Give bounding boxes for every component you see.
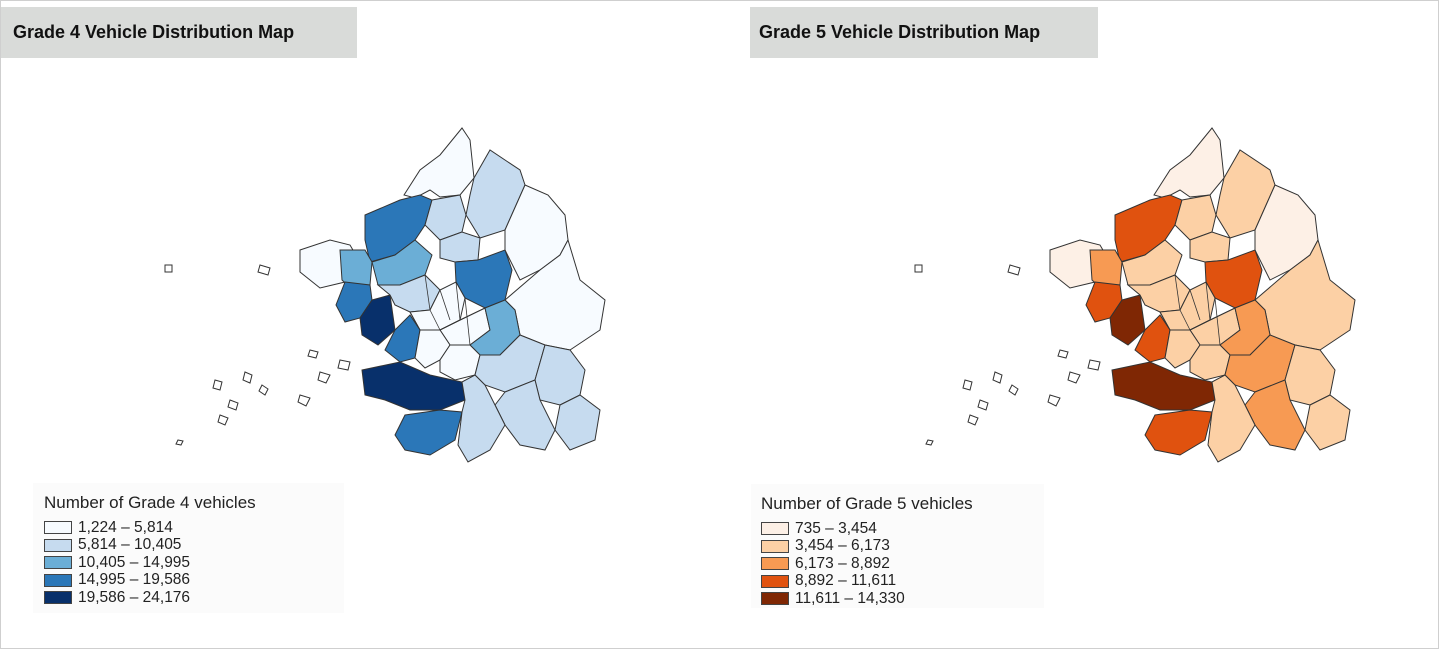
island-outline <box>977 399 989 411</box>
legend-label: 735 – 3,454 <box>795 519 877 537</box>
legend-item-class2: 3,454 – 6,173 <box>761 537 1044 556</box>
island-outline <box>258 384 269 396</box>
legend-label: 19,586 – 24,176 <box>78 588 191 606</box>
island-outline <box>297 394 311 407</box>
legend-label: 10,405 – 14,995 <box>78 553 191 571</box>
legend-item-class2: 5,814 – 10,405 <box>44 536 344 555</box>
legend-label: 5,814 – 10,405 <box>78 536 182 554</box>
island-outline <box>1007 264 1021 276</box>
island-outline <box>307 349 319 359</box>
district-region <box>1111 361 1216 411</box>
grade5-legend-title: Number of Grade 5 vehicles <box>761 494 973 513</box>
legend-item-class4: 8,892 – 11,611 <box>761 572 1044 591</box>
grade5-legend: Number of Grade 5 vehicles 735 – 3,454 3… <box>751 484 1044 608</box>
legend-swatch <box>761 574 789 588</box>
district-region <box>1153 127 1225 199</box>
district-region <box>1207 374 1256 463</box>
island-outline <box>1047 394 1061 407</box>
legend-item-class5: 11,611 – 14,330 <box>761 590 1044 608</box>
district-boundary <box>409 311 421 331</box>
district-region <box>1189 344 1231 381</box>
legend-swatch <box>44 591 72 605</box>
island-outline <box>1067 371 1081 384</box>
island-outline <box>992 371 1003 384</box>
legend-label: 14,995 – 19,586 <box>78 571 191 589</box>
legend-item-class4: 14,995 – 19,586 <box>44 571 344 590</box>
district-region <box>361 361 466 411</box>
grade5-panel: Grade 5 Vehicle Distribution Map Number … <box>750 0 1439 647</box>
legend-swatch <box>761 592 789 606</box>
island-outline <box>962 379 973 391</box>
district-boundary <box>1159 311 1171 331</box>
island-outline <box>212 379 223 391</box>
grade4-legend-title: Number of Grade 4 vehicles <box>44 493 256 512</box>
grade4-legend: Number of Grade 4 vehicles 1,224 – 5,814… <box>33 483 344 613</box>
district-boundary <box>1174 274 1181 311</box>
grade4-panel: Grade 4 Vehicle Distribution Map Number … <box>0 0 719 647</box>
legend-swatch <box>761 522 789 536</box>
legend-label: 8,892 – 11,611 <box>795 572 897 590</box>
district-boundary <box>1179 309 1191 331</box>
district-boundary <box>1189 289 1201 321</box>
island-outline <box>227 399 239 411</box>
grade4-map-title: Grade 4 Vehicle Distribution Map <box>1 7 357 58</box>
legend-swatch <box>44 573 72 587</box>
legend-item-class1: 735 – 3,454 <box>761 520 1044 538</box>
legend-label: 1,224 – 5,814 <box>78 518 173 536</box>
district-boundary <box>1205 281 1211 321</box>
island-outline <box>175 439 184 446</box>
island-outline <box>914 264 923 273</box>
district-boundary <box>439 307 486 331</box>
legend-label: 11,611 – 14,330 <box>795 589 905 607</box>
grade4-choropleth-map <box>164 127 606 463</box>
island-outline <box>217 414 229 426</box>
legend-swatch <box>44 538 72 552</box>
district-boundary <box>1189 307 1236 331</box>
district-region <box>403 127 475 199</box>
legend-label: 3,454 – 6,173 <box>795 537 890 555</box>
district-boundary <box>464 297 471 346</box>
island-outline <box>337 359 351 371</box>
legend-swatch <box>44 556 72 570</box>
island-outline <box>257 264 271 276</box>
island-outline <box>1008 384 1019 396</box>
grade5-map-title: Grade 5 Vehicle Distribution Map <box>750 7 1098 58</box>
district-boundary <box>424 274 431 311</box>
legend-label: 6,173 – 8,892 <box>795 554 890 572</box>
district-region <box>1144 409 1213 456</box>
district-region <box>439 344 481 381</box>
island-outline <box>925 439 934 446</box>
legend-swatch <box>761 557 789 571</box>
district-boundary <box>455 281 461 321</box>
district-boundary <box>429 309 441 331</box>
legend-item-class3: 10,405 – 14,995 <box>44 554 344 572</box>
district-region <box>457 374 506 463</box>
legend-swatch <box>44 521 72 535</box>
island-outline <box>242 371 253 384</box>
legend-item-class5: 19,586 – 24,176 <box>44 589 344 607</box>
island-outline <box>1057 349 1069 359</box>
district-region <box>364 194 433 263</box>
grade5-choropleth-map <box>914 127 1356 463</box>
legend-item-class1: 1,224 – 5,814 <box>44 519 344 537</box>
legend-item-class3: 6,173 – 8,892 <box>761 555 1044 573</box>
island-outline <box>317 371 331 384</box>
district-region <box>1114 194 1183 263</box>
island-outline <box>164 264 173 273</box>
district-region <box>394 409 463 456</box>
island-outline <box>967 414 979 426</box>
district-boundary <box>439 289 451 321</box>
district-boundary <box>1214 297 1221 346</box>
legend-swatch <box>761 539 789 553</box>
island-outline <box>1087 359 1101 371</box>
